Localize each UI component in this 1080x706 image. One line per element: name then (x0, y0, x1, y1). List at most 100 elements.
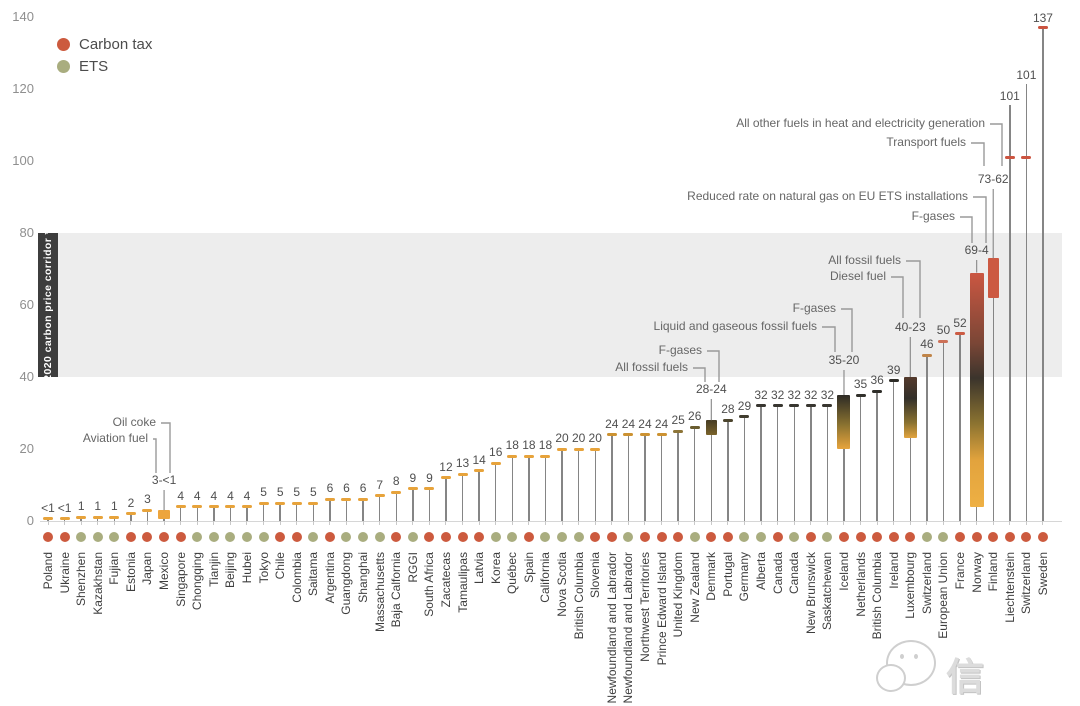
y-axis-tick-label: 80 (19, 225, 34, 240)
column-stem (146, 510, 149, 521)
price-cap (208, 505, 219, 509)
price-value-label: 13 (455, 456, 470, 471)
carbon-tax-dot-icon (888, 532, 899, 542)
price-value-label: 12 (439, 459, 453, 474)
carbon-tax-dot-icon (905, 532, 916, 542)
price-cap (109, 515, 120, 519)
carbon-tax-dot-icon (457, 532, 468, 542)
column-stem (776, 405, 779, 521)
ets-dot-icon (938, 532, 949, 542)
legend-item-ets: ETS (57, 55, 152, 77)
column-stem (80, 517, 82, 521)
x-axis-tick (760, 521, 762, 525)
price-cap (76, 515, 87, 519)
x-axis-tick (412, 521, 414, 525)
ets-dot-icon (623, 532, 634, 542)
price-corridor-tag: 2020 carbon price corridor * (38, 230, 58, 380)
x-axis-tick (345, 521, 347, 525)
price-cap (888, 379, 899, 383)
price-cap (507, 454, 518, 458)
price-value-label: 24 (654, 416, 669, 431)
price-value-label: 28-24 (695, 382, 727, 396)
price-value-label: 101 (1016, 68, 1037, 82)
column-stem (130, 513, 132, 521)
fuel-annotation-label: Liquid and gaseous fossil fuels (653, 319, 817, 333)
x-axis-tick (876, 521, 878, 525)
x-axis-tick (279, 521, 281, 525)
x-axis-tick (263, 521, 265, 525)
ets-dot-icon (241, 532, 252, 542)
column-stem (843, 395, 845, 521)
x-axis-tick (843, 521, 845, 525)
price-cap (1021, 155, 1032, 159)
legend-label-ets: ETS (79, 57, 109, 75)
price-cap (872, 389, 883, 393)
carbon-tax-dot-icon (988, 532, 999, 542)
price-value-label: 24 (605, 416, 619, 431)
price-value-label: 9 (426, 470, 433, 485)
x-axis-tick (826, 521, 828, 525)
x-axis-tick (296, 521, 298, 525)
y-axis-tick-label: 0 (26, 513, 34, 528)
price-value-label: 32 (804, 387, 818, 402)
column-stem (992, 258, 994, 521)
fuel-annotation-label: Reduced rate on natural gas on EU ETS in… (687, 189, 968, 203)
y-axis-tick-label: 60 (19, 297, 34, 312)
column-stem (511, 456, 513, 521)
price-cap (739, 415, 750, 419)
column-stem (262, 503, 265, 521)
carbon-tax-dot-icon (324, 532, 335, 542)
column-stem (793, 405, 795, 521)
x-axis-tick (976, 521, 978, 525)
price-value-label: 3 (144, 492, 151, 507)
column-stem (876, 391, 878, 521)
carbon-tax-dot-icon (673, 532, 684, 542)
ets-dot-icon (308, 532, 319, 542)
price-value-label: 52 (953, 315, 967, 330)
ets-dot-icon (57, 59, 70, 73)
price-value-label: 101 (999, 89, 1020, 103)
price-range-bar (969, 272, 984, 507)
y-axis-tick-label: 120 (12, 81, 34, 96)
x-axis-tick (777, 521, 779, 525)
price-cap (789, 404, 800, 408)
price-value-label: 20 (588, 431, 602, 445)
price-cap (772, 404, 783, 408)
ets-dot-icon (374, 532, 385, 542)
ets-dot-icon (192, 532, 203, 542)
price-cap (623, 433, 634, 437)
price-cap (639, 433, 650, 437)
ets-dot-icon (76, 532, 87, 542)
column-stem (97, 517, 99, 521)
price-cap (590, 447, 601, 451)
price-range-bar (903, 377, 917, 439)
x-axis-tick (329, 521, 331, 525)
price-cap (722, 418, 733, 422)
price-cap (573, 447, 584, 451)
fuel-annotation-label: Transport fuels (886, 135, 966, 149)
x-axis-tick (611, 521, 613, 525)
x-axis-tick (661, 521, 663, 525)
ets-dot-icon (739, 532, 750, 542)
x-axis-tick (710, 521, 712, 525)
x-axis-tick (578, 521, 580, 525)
column-stem (362, 499, 364, 521)
price-value-label: 1 (77, 499, 85, 514)
price-value-label: 32 (754, 387, 768, 402)
y-axis-tick-label: 140 (12, 9, 34, 24)
carbon-tax-dot-icon (43, 532, 53, 542)
carbon-tax-dot-icon (1037, 532, 1048, 542)
carbon-tax-dot-icon (57, 37, 70, 51)
x-axis-tick (130, 521, 132, 525)
price-value-label: 39 (887, 362, 901, 377)
x-axis-tick (196, 521, 198, 525)
price-cap (474, 469, 485, 473)
carbon-tax-dot-icon (656, 532, 667, 542)
carbon-tax-dot-icon (474, 532, 485, 542)
fuel-annotation-label: Diesel fuel (829, 269, 886, 283)
carbon-tax-dot-icon (291, 532, 302, 542)
price-value-label: 28 (721, 402, 735, 417)
column-stem (909, 377, 911, 521)
x-axis-tick (395, 521, 397, 525)
price-cap (1004, 155, 1015, 159)
